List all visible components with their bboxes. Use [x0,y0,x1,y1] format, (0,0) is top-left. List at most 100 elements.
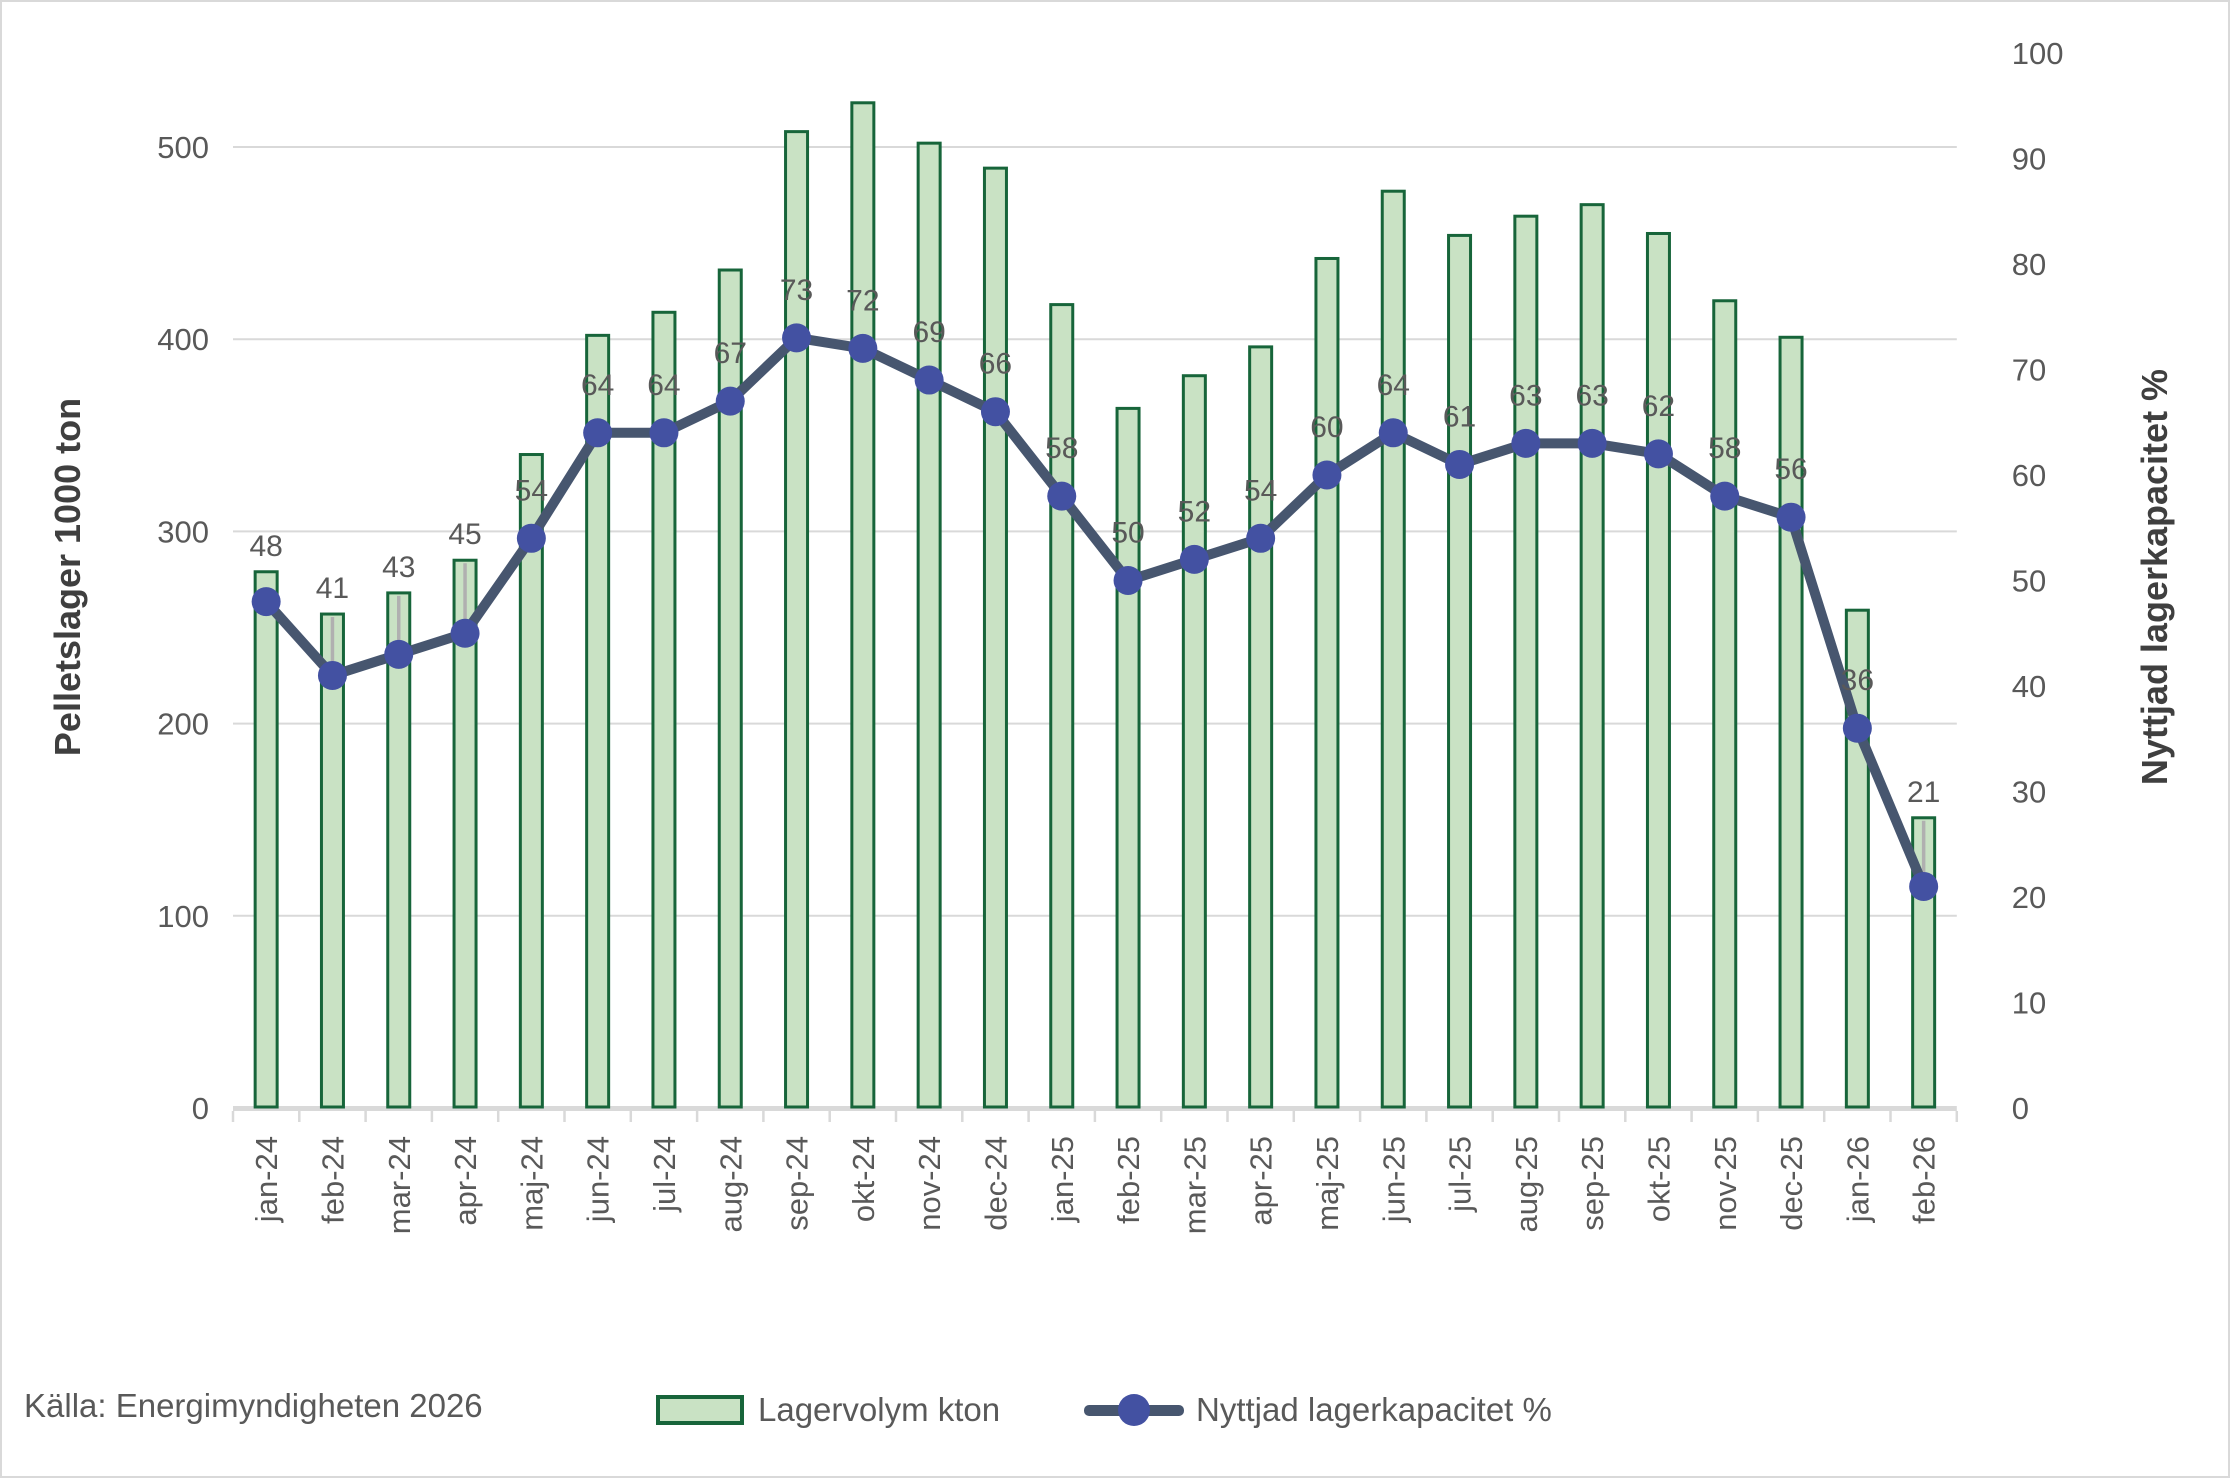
data-label-maj-24: 54 [515,474,548,507]
data-label-feb-26: 21 [1907,776,1940,809]
bar-mar-25 [1181,374,1207,1109]
x-tick-label: feb-26 [1907,1136,1942,1224]
x-tick-label: mar-24 [382,1136,417,1234]
x-tick-label: dec-25 [1774,1136,1809,1231]
x-tick-label: jan-26 [1840,1136,1875,1223]
marker-okt-25 [1643,439,1673,469]
bar-jan-25 [1049,303,1075,1109]
bar-dec-24 [982,166,1008,1109]
y-tick-right: 50 [2012,564,2046,599]
y-tick-right: 60 [2012,458,2046,493]
x-tick-label: jan-25 [1045,1136,1080,1223]
data-label-dec-25: 56 [1774,453,1807,486]
bar-sep-24 [784,130,810,1109]
bar-jun-24 [585,333,611,1109]
legend-label-bars: Lagervolym kton [758,1391,1001,1428]
data-label-dec-24: 66 [979,348,1012,381]
data-label-sep-25: 63 [1575,379,1608,412]
y-tick-left: 200 [157,707,209,742]
bar-aug-25 [1513,214,1539,1109]
bar-maj-25 [1314,256,1340,1109]
bar-feb-25 [1115,406,1141,1109]
bar-jun-25 [1380,189,1406,1109]
y-tick-left: 500 [157,130,209,165]
marker-nov-24 [914,365,944,395]
marker-sep-24 [782,323,812,353]
line-series-swatch [1084,1393,1184,1427]
marker-jun-25 [1378,418,1408,448]
marker-okt-24 [848,333,878,363]
data-label-mar-25: 52 [1178,495,1211,528]
marker-jan-26 [1842,713,1872,743]
x-tick-label: jun-25 [1376,1136,1411,1223]
data-label-jan-25: 58 [1045,432,1078,465]
marker-jul-25 [1445,449,1475,479]
data-label-okt-24: 72 [846,284,879,317]
x-tick-label: maj-25 [1310,1136,1345,1231]
bar-jul-24 [651,310,677,1109]
y-tick-left: 300 [157,514,209,549]
y-tick-left: 0 [192,1091,209,1126]
data-label-nov-25: 58 [1708,432,1741,465]
marker-feb-26 [1909,871,1939,901]
source-note: Källa: Energimyndigheten 2026 [24,1387,483,1424]
data-label-jan-26: 36 [1841,664,1874,697]
marker-dec-24 [980,397,1010,427]
x-tick-label: feb-24 [315,1136,350,1224]
legend-item-line: Nyttjad lagerkapacitet % [1084,1385,1552,1435]
bar-aug-24 [717,268,743,1109]
marker-dec-25 [1776,502,1806,532]
x-tick-label: nov-24 [912,1136,947,1231]
x-tick-label: jul-25 [1443,1136,1478,1213]
x-tick-label: okt-24 [846,1136,881,1222]
data-label-apr-25: 54 [1244,474,1277,507]
data-label-feb-24: 41 [316,572,349,605]
marker-aug-25 [1511,428,1541,458]
data-label-jan-24: 48 [249,530,282,563]
legend-label-line: Nyttjad lagerkapacitet % [1196,1391,1552,1428]
y-axis-title-right: Nyttjad lagerkapacitet % [2134,369,2175,785]
bar-nov-25 [1712,299,1738,1109]
data-label-okt-25: 62 [1642,390,1675,423]
x-tick-label: jul-24 [647,1136,682,1213]
x-axis-line [233,1106,1957,1111]
plot-svg: 48 41 43 45 54 64 64 67 73 72 69 66 58 50 52 54 60 64 61 63… [47,36,2175,1234]
bar-nov-24 [916,141,942,1109]
x-tick-label: sep-24 [780,1136,815,1231]
marker-jun-24 [583,418,613,448]
y-tick-right: 0 [2012,1091,2029,1126]
y-tick-right: 80 [2012,247,2046,282]
x-tick-label: feb-25 [1111,1136,1146,1224]
marker-jul-24 [649,418,679,448]
x-tick-label: aug-24 [713,1136,748,1233]
x-tick-label: mar-25 [1177,1136,1212,1234]
y-tick-right: 20 [2012,880,2046,915]
chart-footer: Källa: Energimyndigheten 2026 Lagervolym… [2,1385,2228,1435]
bar-jul-25 [1447,233,1473,1109]
data-label-jul-24: 64 [647,369,680,402]
data-label-feb-25: 50 [1111,517,1144,550]
x-tick-label: okt-25 [1641,1136,1676,1222]
data-label-mar-24: 43 [382,551,415,584]
data-label-jul-25: 61 [1443,400,1476,433]
x-tick-label: apr-24 [448,1136,483,1226]
x-tick-label: jan-24 [249,1136,284,1223]
data-label-nov-24: 69 [912,316,945,349]
marker-nov-25 [1710,481,1740,511]
bar-series-swatch [656,1395,744,1425]
data-label-jun-25: 64 [1377,369,1410,402]
marker-apr-25 [1246,523,1276,553]
y-tick-left: 100 [157,899,209,934]
marker-maj-25 [1312,460,1342,490]
y-tick-right: 100 [2012,36,2064,71]
bar-maj-24 [518,453,544,1109]
y-tick-right: 40 [2012,669,2046,704]
x-tick-label: jun-24 [581,1136,616,1223]
marker-maj-24 [516,523,546,553]
x-tick-label: apr-25 [1244,1136,1279,1226]
bar-okt-25 [1645,231,1671,1109]
marker-mar-25 [1179,544,1209,574]
bar-jan-24 [253,570,279,1109]
x-tick-label: nov-25 [1708,1136,1743,1231]
data-label-apr-24: 45 [448,518,481,551]
